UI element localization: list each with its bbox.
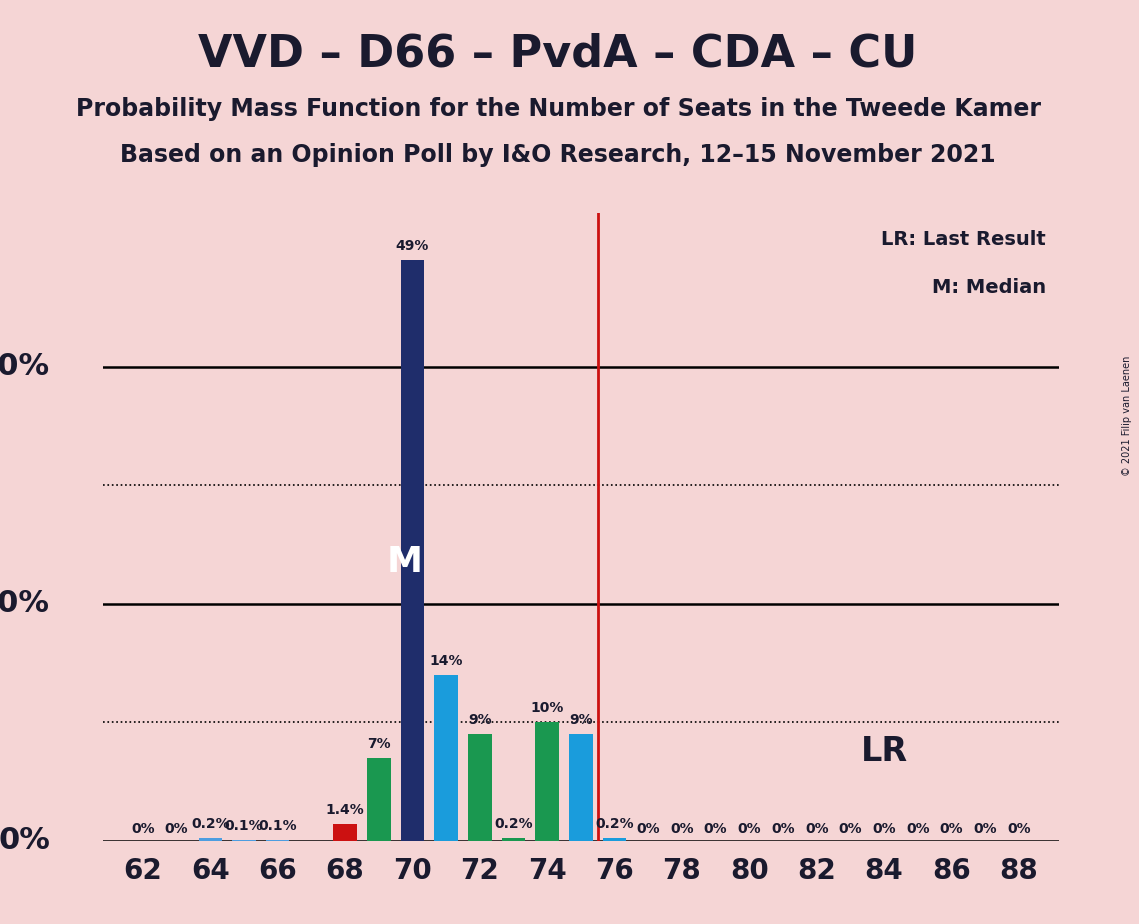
Text: M: M — [387, 545, 423, 579]
Text: 10%: 10% — [531, 701, 564, 715]
Text: 0%: 0% — [165, 822, 188, 836]
Text: 0%: 0% — [974, 822, 997, 836]
Text: 0%: 0% — [838, 822, 862, 836]
Text: 0%: 0% — [704, 822, 728, 836]
Bar — [434, 675, 458, 841]
Text: © 2021 Filip van Laenen: © 2021 Filip van Laenen — [1122, 356, 1132, 476]
Bar — [535, 723, 559, 841]
Bar — [367, 758, 391, 841]
Text: 0.2%: 0.2% — [596, 818, 634, 832]
Text: 0%: 0% — [771, 822, 795, 836]
Text: 0.2%: 0.2% — [191, 818, 230, 832]
Text: 0%: 0% — [637, 822, 661, 836]
Bar — [265, 840, 289, 841]
Text: Probability Mass Function for the Number of Seats in the Tweede Kamer: Probability Mass Function for the Number… — [75, 97, 1041, 121]
Text: 0.2%: 0.2% — [494, 818, 533, 832]
Bar — [603, 838, 626, 841]
Text: 0%: 0% — [940, 822, 964, 836]
Text: 7%: 7% — [367, 736, 391, 750]
Text: 0%: 0% — [738, 822, 761, 836]
Text: 14%: 14% — [429, 654, 462, 668]
Bar — [198, 838, 222, 841]
Bar — [232, 840, 256, 841]
Bar — [468, 735, 492, 841]
Text: 0%: 0% — [805, 822, 828, 836]
Text: 0%: 0% — [131, 822, 155, 836]
Bar — [570, 735, 592, 841]
Text: 9%: 9% — [570, 713, 592, 727]
Text: 0.1%: 0.1% — [224, 819, 263, 833]
Text: 0.1%: 0.1% — [259, 819, 297, 833]
Text: 0%: 0% — [906, 822, 929, 836]
Bar — [401, 260, 424, 841]
Text: 49%: 49% — [395, 238, 429, 253]
Text: M: Median: M: Median — [932, 278, 1046, 297]
Text: 0%: 0% — [1007, 822, 1031, 836]
Text: 1.4%: 1.4% — [326, 803, 364, 817]
Text: 20%: 20% — [0, 590, 50, 618]
Text: 0%: 0% — [872, 822, 896, 836]
Text: Based on an Opinion Poll by I&O Research, 12–15 November 2021: Based on an Opinion Poll by I&O Research… — [121, 143, 995, 167]
Bar — [334, 824, 357, 841]
Text: LR: LR — [861, 736, 908, 769]
Bar — [501, 838, 525, 841]
Text: 0%: 0% — [670, 822, 694, 836]
Text: 40%: 40% — [0, 352, 50, 381]
Text: LR: Last Result: LR: Last Result — [882, 230, 1046, 249]
Text: 0%: 0% — [0, 826, 50, 856]
Text: 9%: 9% — [468, 713, 492, 727]
Text: VVD – D66 – PvdA – CDA – CU: VVD – D66 – PvdA – CDA – CU — [198, 32, 918, 76]
